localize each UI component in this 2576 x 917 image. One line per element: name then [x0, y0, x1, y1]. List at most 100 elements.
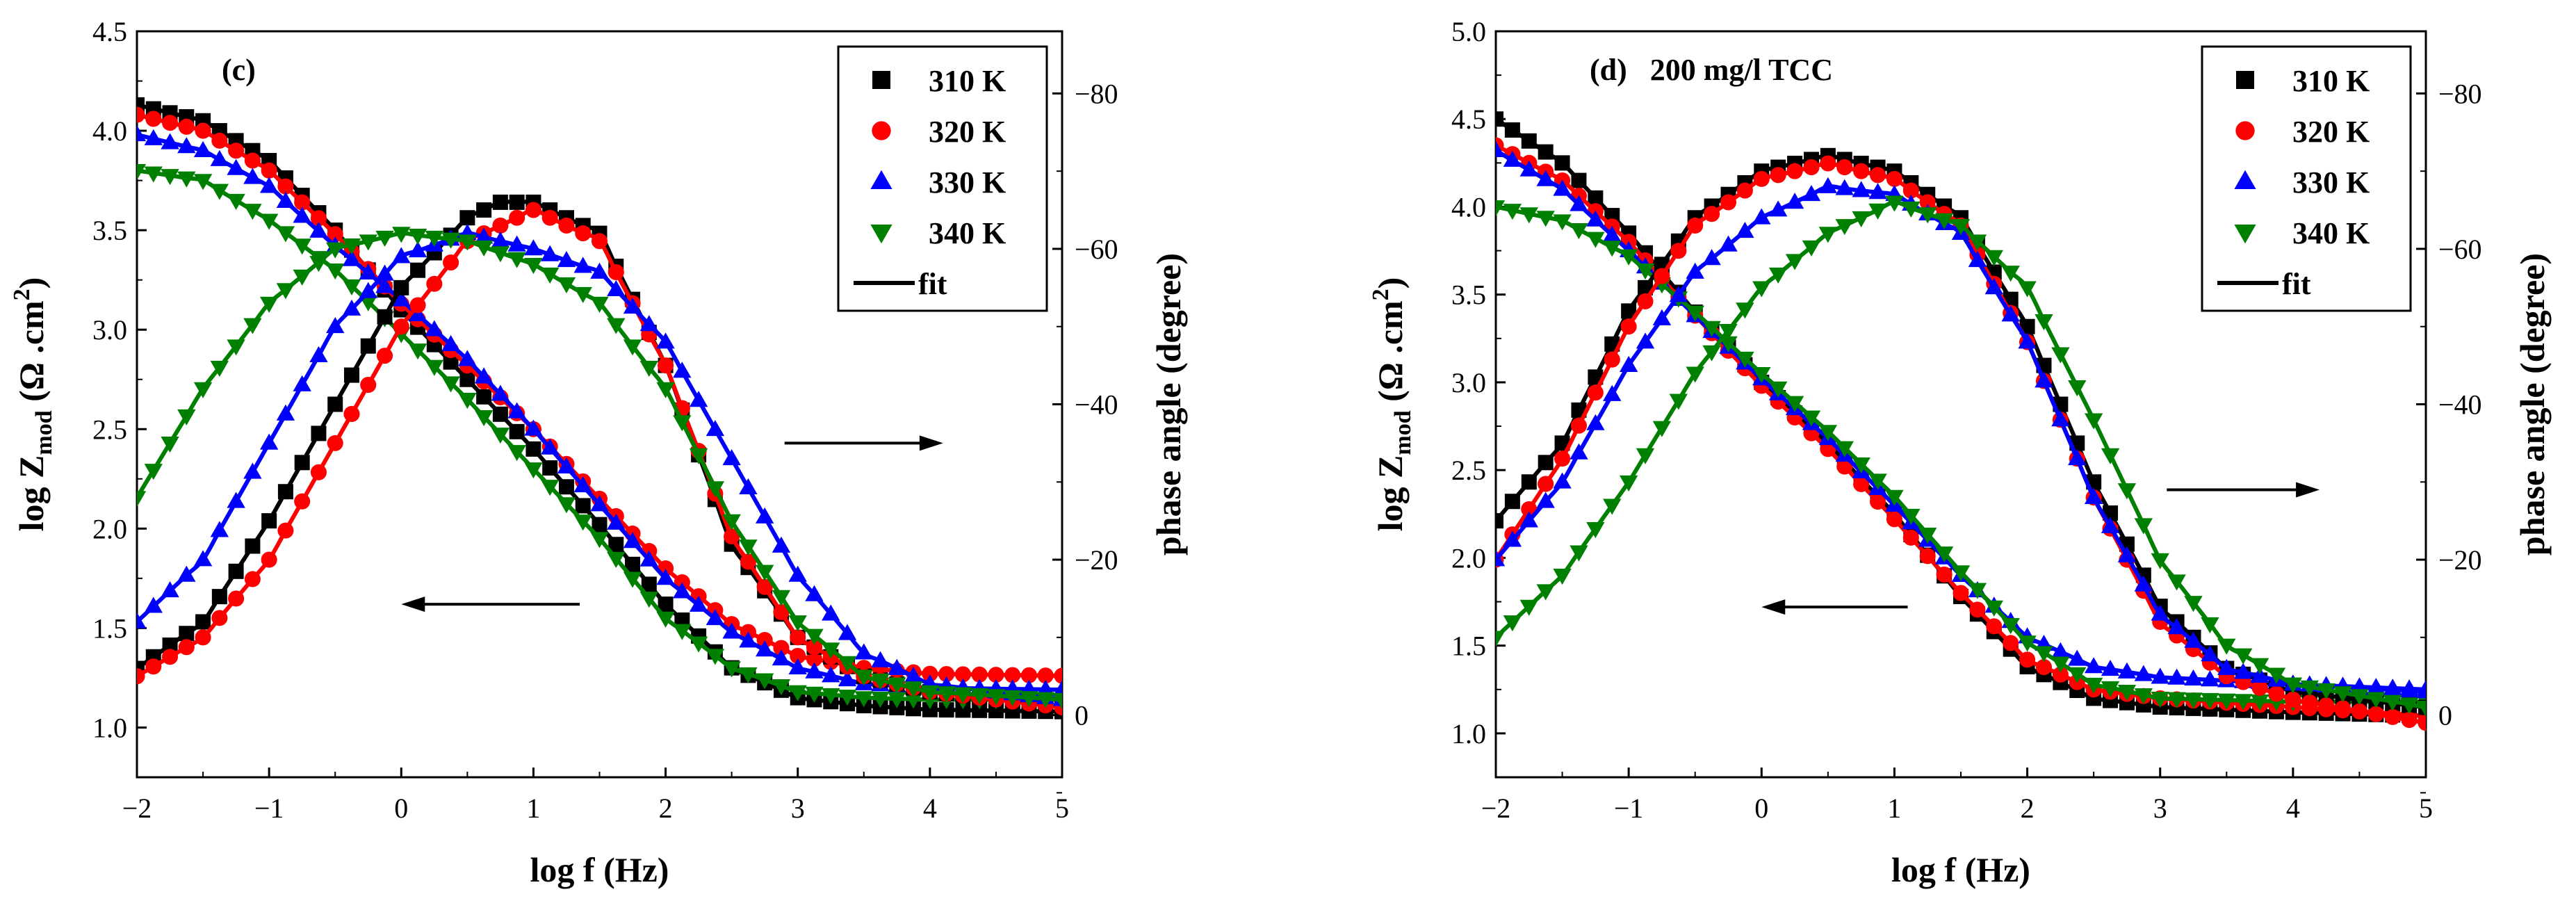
y-left-tick-label: 2.0 — [92, 513, 127, 544]
phase-point-310k — [459, 210, 475, 226]
modulus-point-320k — [1836, 458, 1853, 475]
phase-point-340k — [1603, 498, 1622, 515]
phase-point-340k — [2367, 692, 2386, 708]
modulus-point-330k — [1503, 150, 1522, 167]
phase-point-330k — [1768, 200, 1788, 217]
annotation-arrow-head — [919, 435, 943, 451]
phase-point-340k — [639, 361, 659, 378]
phase-point-340k — [2018, 281, 2037, 298]
modulus-point-330k — [739, 631, 758, 648]
modulus-point-310k — [509, 423, 525, 439]
modulus-point-330k — [1586, 210, 1605, 227]
phase-point-320k — [2301, 694, 2318, 711]
phase-point-330k — [293, 375, 311, 391]
phase-point-310k — [509, 194, 525, 210]
modulus-point-340k — [540, 480, 560, 496]
modulus-point-320k — [1953, 585, 1969, 601]
modulus-point-330k — [1570, 195, 1588, 211]
modulus-point-340k — [1918, 527, 1937, 544]
phase-point-340k — [1020, 691, 1038, 708]
phase-point-340k — [1570, 545, 1588, 562]
phase-point-330k — [1570, 443, 1588, 460]
phase-point-340k — [1636, 448, 1655, 464]
phase-point-340k — [1686, 366, 1704, 383]
phase-point-340k — [1003, 690, 1022, 706]
modulus-point-330k — [1553, 179, 1572, 196]
phase-point-320k — [1853, 163, 1870, 179]
modulus-point-340k — [507, 445, 526, 462]
phase-point-340k — [954, 687, 972, 704]
phase-point-310k — [1504, 494, 1520, 510]
modulus-point-310k — [938, 702, 954, 718]
modulus-point-320k — [228, 143, 245, 159]
modulus-point-330k — [441, 334, 460, 352]
modulus-point-320k — [178, 118, 195, 135]
phase-point-330k — [2101, 517, 2120, 533]
phase-point-340k — [1702, 345, 1721, 362]
phase-point-330k — [706, 420, 725, 437]
modulus-point-310k — [558, 479, 574, 495]
phase-point-330k — [639, 315, 659, 332]
phase-point-340k — [458, 234, 477, 251]
phase-point-320k — [1637, 293, 1654, 309]
y-left-tick-label: 1.0 — [92, 712, 127, 743]
phase-point-320k — [790, 629, 806, 646]
phase-point-330k — [375, 264, 394, 281]
phase-point-330k — [2051, 410, 2070, 427]
legend-label: 330 K — [929, 165, 1006, 200]
modulus-point-330k — [524, 419, 543, 436]
modulus-point-340k — [689, 636, 708, 653]
phase-point-340k — [1669, 393, 1688, 410]
modulus-point-340k — [474, 410, 494, 427]
phase-point-340k — [1818, 227, 1838, 243]
modulus-point-320k — [1936, 566, 1953, 583]
phase-point-310k — [311, 425, 327, 441]
modulus-point-320k — [244, 152, 261, 169]
phase-point-330k — [1536, 492, 1555, 508]
phase-point-330k — [607, 279, 626, 296]
phase-point-330k — [507, 235, 526, 252]
modulus-point-330k — [540, 438, 560, 455]
y-left-tick-label: 2.5 — [1451, 455, 1486, 486]
phase-point-320k — [327, 435, 343, 451]
modulus-point-330k — [1496, 140, 1506, 158]
y-left-title-main: log Z — [12, 455, 51, 532]
phase-point-340k — [1553, 569, 1572, 585]
phase-point-330k — [871, 651, 890, 667]
y-left-tick-label: 1.0 — [1451, 718, 1486, 749]
modulus-point-340k — [722, 661, 741, 678]
phase-point-320k — [492, 217, 509, 234]
phase-point-340k — [1835, 219, 1854, 236]
modulus-point-330k — [2201, 670, 2219, 687]
modulus-point-340k — [259, 213, 279, 230]
phase-point-340k — [524, 257, 543, 275]
phase-point-340k — [904, 681, 923, 698]
modulus-point-330k — [689, 595, 708, 612]
modulus-point-330k — [557, 457, 576, 473]
phase-point-330k — [1496, 550, 1506, 567]
phase-point-310k — [277, 484, 293, 500]
phase-point-310k — [410, 262, 426, 278]
phase-point-330k — [2167, 618, 2186, 635]
phase-point-320k — [724, 528, 740, 545]
modulus-point-340k — [706, 649, 725, 665]
phase-point-340k — [293, 269, 311, 286]
modulus-point-310k — [1521, 133, 1537, 149]
modulus-point-340k — [1885, 489, 1904, 506]
phase-point-340k — [2201, 617, 2219, 634]
y-left-tick-label: 1.5 — [1451, 631, 1486, 662]
legend-fit-label: fit — [918, 267, 947, 301]
phase-point-340k — [2383, 695, 2402, 711]
phase-point-330k — [1686, 262, 1704, 279]
phase-point-310k — [1538, 455, 1554, 471]
phase-point-330k — [557, 250, 576, 268]
phase-point-340k — [2035, 314, 2053, 331]
y-right-tick-label: 0 — [2438, 700, 2452, 731]
phase-point-320k — [1753, 170, 1770, 187]
modulus-point-340k — [243, 204, 262, 220]
y-right-tick-label: −80 — [1075, 78, 1118, 109]
phase-point-340k — [227, 339, 245, 356]
modulus-point-320k — [773, 640, 790, 656]
phase-point-340k — [540, 267, 560, 284]
modulus-point-340k — [1619, 249, 1638, 266]
